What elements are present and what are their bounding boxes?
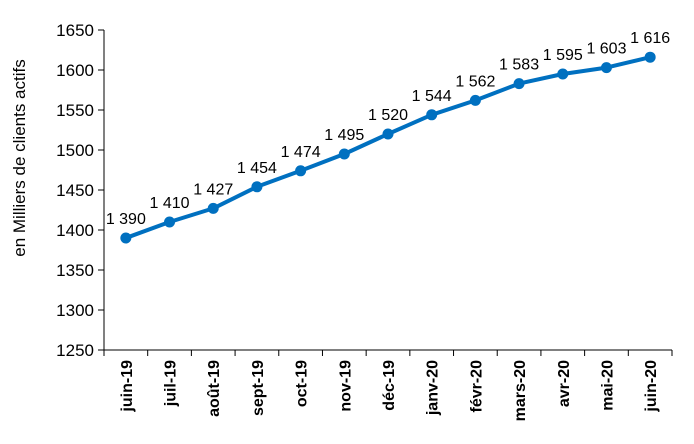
- x-tick-label: janv-20: [425, 360, 442, 416]
- y-tick-label: 1500: [56, 141, 94, 160]
- x-tick-label: avr-20: [556, 360, 573, 407]
- data-point: [207, 202, 219, 214]
- data-point: [382, 128, 394, 140]
- y-tick-label: 1650: [56, 21, 94, 40]
- data-point: [338, 148, 350, 160]
- series-line: [123, 55, 653, 240]
- x-tick-label: oct-19: [294, 360, 311, 407]
- x-tick-label: juin-19: [119, 360, 136, 413]
- x-tick-label: juin-20: [643, 360, 660, 413]
- y-tick-label: 1250: [56, 341, 94, 360]
- data-point: [251, 181, 263, 193]
- y-axis-title: en Milliers de clients actifs: [10, 59, 29, 256]
- y-tick-label: 1550: [56, 101, 94, 120]
- data-label: 1 583: [499, 57, 539, 74]
- x-tick-label: août-19: [206, 360, 223, 417]
- x-tick-label: sept-19: [250, 360, 267, 416]
- x-tick-label: mai-20: [599, 360, 616, 411]
- x-tick-label: nov-19: [337, 360, 354, 412]
- data-point: [426, 109, 438, 121]
- data-label: 1 616: [630, 30, 670, 47]
- x-axis: juin-19 juil-19 août-19 sept-19 oct-19 nov-19…: [103, 349, 673, 421]
- data-label: 1 495: [324, 127, 364, 144]
- y-tick-label: 1300: [56, 301, 94, 320]
- data-label: 1 390: [106, 211, 146, 228]
- data-point: [295, 165, 307, 177]
- x-tick-label: févr-20: [468, 360, 485, 413]
- data-point: [557, 68, 569, 80]
- y-axis: 1250 1300 1350 1400 1450 1500 1550 1600 1650: [56, 21, 105, 360]
- data-label: 1 603: [586, 41, 626, 58]
- data-label: 1 520: [368, 107, 408, 124]
- data-point: [469, 94, 481, 106]
- data-label: 1 410: [150, 195, 190, 212]
- data-label: 1 427: [193, 181, 233, 198]
- data-point: [513, 78, 525, 90]
- data-point: [600, 62, 612, 74]
- data-label: 1 562: [455, 73, 495, 90]
- data-label: 1 595: [543, 47, 583, 64]
- data-label: 1 544: [412, 88, 452, 105]
- x-tick-label: mars-20: [512, 360, 529, 421]
- data-label: 1 454: [237, 160, 277, 177]
- series-layer: [120, 51, 656, 244]
- y-tick-label: 1600: [56, 61, 94, 80]
- data-point: [164, 216, 176, 228]
- x-tick-label: juil-19: [163, 360, 180, 407]
- x-tick-label: déc-19: [381, 360, 398, 411]
- data-point: [644, 51, 656, 63]
- y-tick-label: 1350: [56, 261, 94, 280]
- y-tick-label: 1400: [56, 221, 94, 240]
- data-point: [120, 232, 132, 244]
- data-label: 1 474: [281, 144, 321, 161]
- y-tick-label: 1450: [56, 181, 94, 200]
